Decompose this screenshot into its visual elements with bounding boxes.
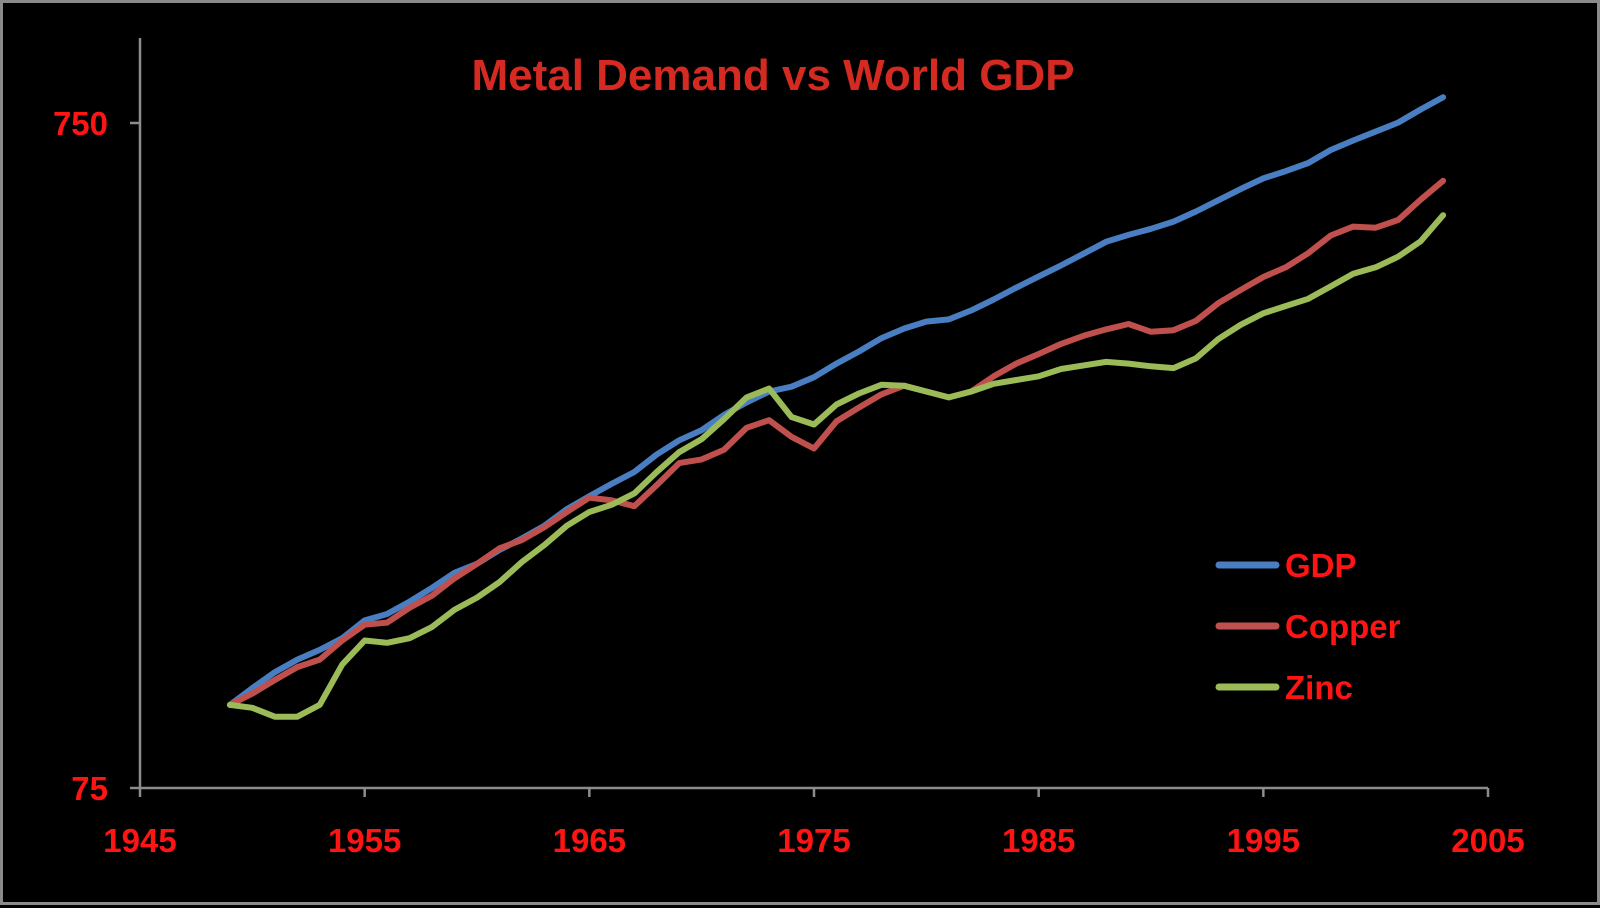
legend-label-copper: Copper bbox=[1285, 608, 1401, 645]
x-tick-label: 1985 bbox=[1002, 822, 1075, 859]
x-tick-label: 2005 bbox=[1451, 822, 1524, 859]
y-tick-label: 75 bbox=[71, 770, 108, 807]
x-tick-label: 1975 bbox=[777, 822, 850, 859]
series-line-zinc bbox=[226, 212, 1447, 720]
series-line-copper bbox=[226, 177, 1447, 708]
y-tick-label: 750 bbox=[53, 105, 108, 142]
legend: GDP Copper Zinc bbox=[1215, 547, 1401, 706]
axes: 1945 1955 1965 1975 1985 1995 2005 75 750 bbox=[53, 38, 1525, 859]
chart-canvas: Metal Demand vs World GDP 1945 1955 1965 19… bbox=[53, 38, 1525, 859]
legend-label-zinc: Zinc bbox=[1285, 669, 1353, 706]
chart-title: Metal Demand vs World GDP bbox=[471, 51, 1074, 100]
x-tick-label: 1965 bbox=[553, 822, 626, 859]
x-tick-label: 1955 bbox=[328, 822, 401, 859]
series-layer bbox=[226, 94, 1447, 720]
x-tick-label: 1995 bbox=[1227, 822, 1300, 859]
legend-label-gdp: GDP bbox=[1285, 547, 1357, 584]
x-tick-label: 1945 bbox=[103, 822, 176, 859]
series-line-gdp bbox=[226, 94, 1447, 708]
